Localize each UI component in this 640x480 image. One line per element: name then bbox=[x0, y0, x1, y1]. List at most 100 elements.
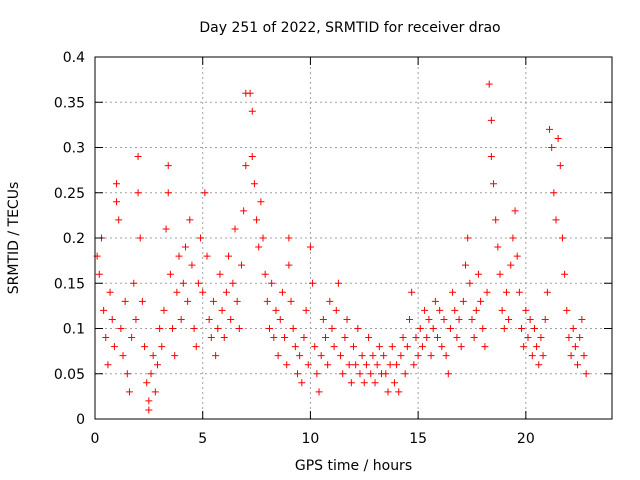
data-point bbox=[371, 379, 379, 387]
data-point bbox=[556, 162, 564, 170]
data-point bbox=[334, 279, 342, 287]
y-tick-label: 0.35 bbox=[54, 95, 85, 111]
data-point bbox=[539, 352, 547, 360]
data-point bbox=[220, 334, 228, 342]
data-point bbox=[459, 297, 467, 305]
data-point bbox=[502, 288, 510, 296]
data-point bbox=[345, 361, 353, 369]
data-point bbox=[390, 379, 398, 387]
data-point bbox=[453, 334, 461, 342]
x-tick-label: 5 bbox=[198, 431, 207, 447]
data-point bbox=[487, 153, 495, 161]
data-point bbox=[494, 243, 502, 251]
data-point bbox=[479, 325, 487, 332]
data-point bbox=[237, 261, 245, 269]
data-point bbox=[145, 397, 153, 405]
data-point bbox=[548, 144, 556, 151]
data-point bbox=[321, 334, 329, 342]
data-point bbox=[214, 325, 222, 332]
data-point bbox=[106, 288, 114, 296]
data-point bbox=[401, 370, 409, 378]
data-point bbox=[552, 216, 560, 224]
data-point bbox=[205, 315, 213, 323]
data-point bbox=[352, 361, 360, 369]
data-point bbox=[186, 216, 194, 224]
data-point bbox=[293, 370, 301, 378]
y-tick-label: 0.15 bbox=[54, 276, 85, 292]
data-point bbox=[582, 370, 590, 378]
data-point bbox=[300, 334, 308, 342]
data-point bbox=[281, 334, 289, 342]
data-point bbox=[212, 352, 220, 360]
data-point bbox=[263, 297, 271, 305]
data-point bbox=[472, 306, 480, 314]
data-point bbox=[541, 315, 549, 323]
data-point bbox=[578, 315, 586, 323]
data-point bbox=[507, 261, 515, 269]
data-point bbox=[526, 315, 534, 323]
data-point bbox=[384, 388, 392, 396]
data-point bbox=[328, 325, 336, 332]
y-tick-label: 0.05 bbox=[54, 367, 85, 383]
data-point bbox=[261, 270, 269, 278]
data-point bbox=[121, 297, 129, 305]
data-point bbox=[113, 180, 121, 188]
data-point bbox=[289, 325, 297, 332]
data-point bbox=[285, 234, 293, 242]
data-point bbox=[257, 198, 265, 206]
data-point bbox=[188, 261, 196, 269]
data-point bbox=[203, 252, 211, 260]
data-point bbox=[138, 297, 146, 305]
data-point bbox=[438, 343, 446, 351]
data-point bbox=[455, 315, 463, 323]
x-tick-label: 15 bbox=[409, 431, 427, 447]
y-axis-title: SRMTID / TECUs bbox=[6, 182, 22, 295]
data-point bbox=[108, 315, 116, 323]
data-point bbox=[235, 325, 243, 332]
data-point bbox=[291, 343, 299, 351]
data-point bbox=[565, 334, 573, 342]
data-point bbox=[388, 343, 396, 351]
data-point bbox=[123, 370, 131, 378]
data-point bbox=[192, 343, 200, 351]
data-point bbox=[543, 288, 551, 296]
data-point bbox=[285, 261, 293, 269]
data-point bbox=[197, 234, 205, 242]
data-point bbox=[580, 352, 588, 360]
data-point bbox=[546, 125, 554, 133]
data-point bbox=[574, 361, 582, 369]
data-point bbox=[265, 325, 273, 332]
data-point bbox=[190, 325, 198, 332]
data-point bbox=[330, 343, 338, 351]
data-point bbox=[119, 352, 127, 360]
data-point bbox=[177, 315, 185, 323]
data-point bbox=[227, 315, 235, 323]
data-point bbox=[145, 406, 153, 414]
data-point bbox=[408, 288, 416, 296]
data-point bbox=[496, 270, 504, 278]
data-point bbox=[356, 370, 364, 378]
data-point bbox=[434, 334, 442, 342]
data-point bbox=[505, 315, 513, 323]
data-point bbox=[418, 343, 426, 351]
data-point bbox=[530, 325, 538, 332]
data-point bbox=[406, 315, 414, 323]
data-point bbox=[554, 134, 562, 142]
data-point bbox=[173, 288, 181, 296]
data-point bbox=[492, 216, 500, 224]
data-point bbox=[158, 343, 166, 351]
data-point bbox=[427, 352, 435, 360]
data-point bbox=[337, 352, 345, 360]
data-point bbox=[362, 361, 370, 369]
data-point bbox=[255, 243, 263, 251]
data-point bbox=[425, 315, 433, 323]
data-point bbox=[248, 153, 256, 161]
data-point bbox=[143, 379, 151, 387]
y-tick-label: 0 bbox=[76, 412, 85, 428]
data-point bbox=[412, 334, 420, 342]
data-point bbox=[563, 306, 571, 314]
data-point bbox=[276, 315, 284, 323]
data-point bbox=[326, 297, 334, 305]
data-point bbox=[367, 370, 375, 378]
data-point bbox=[522, 306, 530, 314]
